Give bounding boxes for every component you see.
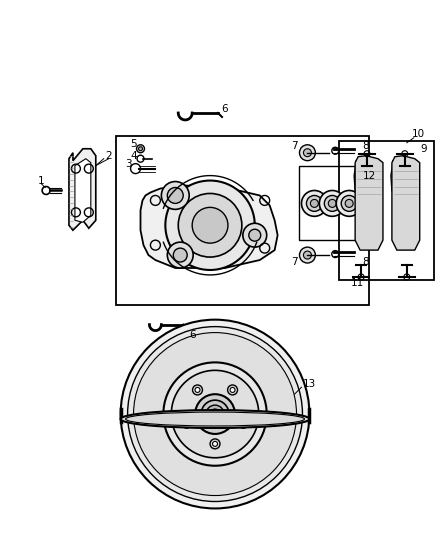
Bar (300, 166, 364, 240)
Circle shape (238, 418, 248, 428)
Circle shape (195, 394, 235, 434)
Ellipse shape (126, 412, 304, 426)
Circle shape (210, 409, 220, 419)
Circle shape (328, 199, 336, 207)
Circle shape (120, 320, 309, 508)
Circle shape (324, 196, 340, 212)
Text: 11: 11 (350, 278, 364, 288)
Circle shape (184, 421, 189, 426)
Text: 6: 6 (189, 329, 195, 340)
Circle shape (345, 199, 353, 207)
Circle shape (212, 441, 218, 446)
Circle shape (193, 385, 202, 395)
Circle shape (165, 181, 255, 270)
Circle shape (319, 190, 345, 216)
Text: 7: 7 (291, 141, 298, 151)
Circle shape (201, 400, 229, 428)
Circle shape (210, 439, 220, 449)
Circle shape (341, 196, 357, 212)
Circle shape (138, 147, 142, 151)
Polygon shape (355, 156, 383, 250)
Circle shape (178, 193, 242, 257)
Circle shape (241, 421, 246, 426)
Circle shape (161, 182, 189, 209)
Circle shape (230, 387, 235, 392)
Text: 4: 4 (130, 151, 137, 161)
Circle shape (182, 418, 192, 428)
Text: 13: 13 (303, 379, 316, 389)
Circle shape (228, 385, 237, 395)
Polygon shape (391, 159, 419, 203)
Circle shape (206, 405, 224, 423)
Polygon shape (392, 156, 420, 250)
Text: 6: 6 (222, 104, 228, 114)
Text: 10: 10 (412, 129, 425, 139)
Circle shape (307, 196, 322, 212)
Polygon shape (141, 185, 278, 268)
Circle shape (137, 145, 145, 153)
Circle shape (300, 247, 315, 263)
Polygon shape (69, 149, 96, 230)
Circle shape (304, 251, 311, 259)
Text: 7: 7 (291, 257, 298, 267)
Circle shape (192, 207, 228, 243)
Polygon shape (75, 159, 91, 222)
Text: 9: 9 (420, 144, 427, 154)
Ellipse shape (120, 410, 309, 428)
Text: 12: 12 (362, 171, 376, 181)
Circle shape (171, 370, 259, 458)
Circle shape (243, 223, 267, 247)
Circle shape (249, 229, 261, 241)
Text: 8: 8 (363, 257, 369, 267)
Circle shape (127, 327, 303, 502)
Circle shape (173, 248, 187, 262)
Circle shape (311, 199, 318, 207)
Text: 3: 3 (125, 159, 132, 168)
Circle shape (167, 188, 183, 204)
Circle shape (167, 242, 193, 268)
Circle shape (300, 145, 315, 160)
Circle shape (134, 333, 297, 496)
Polygon shape (354, 159, 382, 203)
Bar (339, 141, 434, 280)
Text: 5: 5 (130, 139, 137, 149)
Text: 1: 1 (38, 175, 44, 185)
Circle shape (195, 387, 200, 392)
Circle shape (304, 149, 311, 157)
Text: 8: 8 (363, 141, 369, 151)
Text: 2: 2 (106, 151, 112, 161)
Circle shape (163, 362, 267, 466)
Circle shape (336, 190, 362, 216)
Bar (116, 136, 369, 305)
Circle shape (301, 190, 327, 216)
